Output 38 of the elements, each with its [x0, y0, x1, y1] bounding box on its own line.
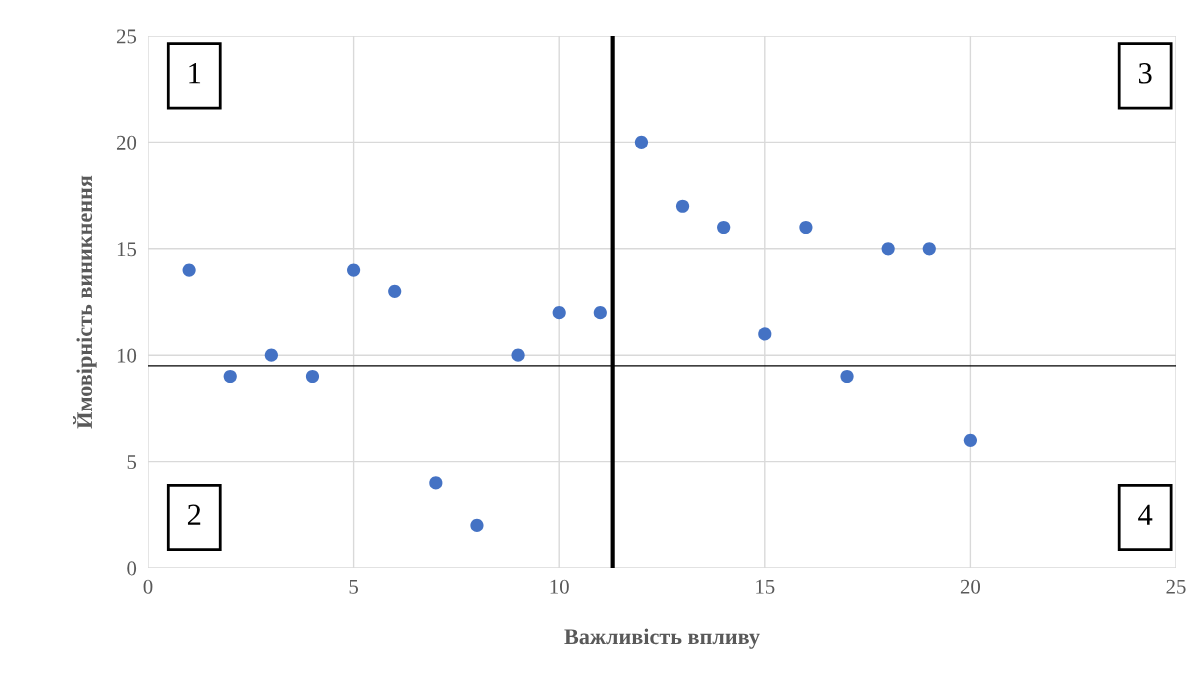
x-tick-label: 0 [143, 579, 153, 594]
point [223, 369, 237, 384]
annotation: 2 [187, 504, 201, 525]
x-tick-label: 20 [960, 579, 981, 594]
point [799, 220, 813, 235]
point [182, 263, 196, 277]
point [922, 242, 936, 256]
y-tick-label: 15 [117, 242, 137, 257]
point [264, 348, 278, 362]
point [634, 135, 649, 149]
point [305, 369, 320, 384]
annotation: 1 [189, 63, 201, 84]
point [429, 476, 443, 490]
x-axis-title: Важливість впливу [564, 628, 760, 649]
point [511, 348, 525, 362]
point [758, 327, 772, 341]
annotation: 3 [1138, 63, 1152, 84]
y-tick-label: 0 [127, 561, 137, 576]
y-axis-title: Ймовірність виникнення [73, 175, 97, 429]
point [552, 306, 566, 320]
x-tick-label: 10 [550, 579, 569, 594]
point [593, 306, 607, 320]
point [881, 242, 895, 256]
y-tick-label: 25 [116, 29, 137, 44]
point [388, 284, 402, 298]
point [963, 433, 977, 447]
y-tick-label: 20 [116, 135, 137, 150]
y-tick-label: 10 [117, 348, 137, 363]
point [717, 220, 731, 235]
point [675, 199, 690, 213]
annotation: 4 [1138, 504, 1153, 525]
x-tick-label: 15 [756, 579, 775, 594]
point [840, 369, 854, 384]
point [347, 263, 361, 277]
y-tick-label: 5 [127, 455, 137, 470]
x-tick-label: 5 [349, 579, 358, 594]
x-tick-label: 25 [1166, 579, 1186, 594]
point [470, 518, 484, 533]
